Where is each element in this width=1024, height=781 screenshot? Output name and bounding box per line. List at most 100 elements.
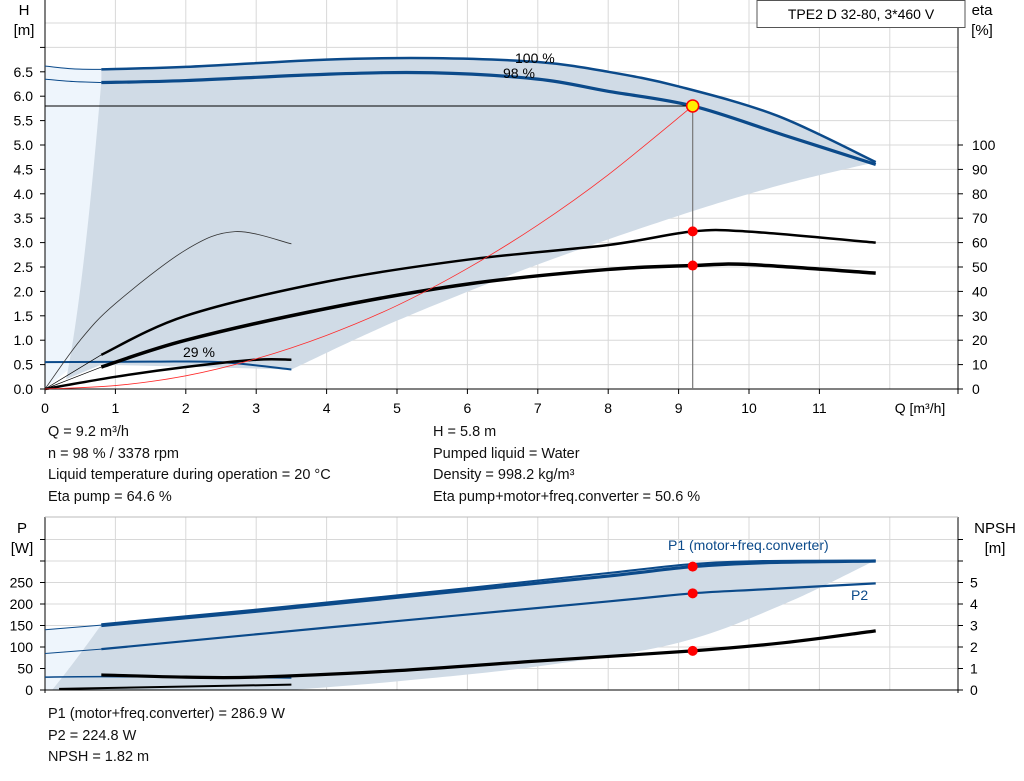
y-tick-label-right: 20 bbox=[972, 332, 988, 348]
efficiency-curve-low bbox=[44, 357, 292, 391]
y-axis-unit-right: [%] bbox=[971, 22, 993, 39]
title-box bbox=[756, 0, 966, 28]
npsh-curve bbox=[101, 629, 876, 680]
head-curve-100 bbox=[101, 56, 877, 164]
p2-curve bbox=[101, 582, 876, 651]
y-tick-label: 150 bbox=[10, 618, 34, 634]
x-tick-label: 0 bbox=[41, 400, 49, 416]
y-tick-label-right: 60 bbox=[972, 235, 988, 251]
y-tick-label-right: 2 bbox=[970, 639, 978, 655]
x-tick-label: 9 bbox=[675, 400, 683, 416]
head-value: H = 5.8 m bbox=[433, 424, 497, 440]
duty-point-p1 bbox=[687, 561, 698, 572]
duty-point-eta-total bbox=[687, 260, 698, 271]
y-tick-label-right: 10 bbox=[972, 357, 988, 373]
operating-range-light bbox=[45, 65, 102, 389]
efficiency-curve-min-speed bbox=[44, 231, 292, 390]
duty-point-npsh bbox=[687, 645, 698, 656]
title-text: TPE2 D 32-80, 3*460 V bbox=[788, 6, 935, 22]
duty-point-eta-pump bbox=[687, 226, 698, 237]
y-tick-label-right: 70 bbox=[972, 210, 988, 226]
x-tick-label: 7 bbox=[534, 400, 542, 416]
y-tick-label: 4.0 bbox=[14, 186, 34, 202]
y-tick-label-right: 80 bbox=[972, 186, 988, 202]
y-tick-label-right: 0 bbox=[972, 381, 980, 397]
x-tick-label: 6 bbox=[464, 400, 472, 416]
y-tick-label-right: 5 bbox=[970, 575, 978, 591]
y-tick-label: 100 bbox=[10, 639, 34, 655]
head-curve-98-extension bbox=[44, 78, 102, 84]
x-tick-label: 11 bbox=[812, 400, 827, 416]
y-tick-label: 6.5 bbox=[14, 64, 34, 80]
liquid-value: Pumped liquid = Water bbox=[433, 445, 580, 462]
npsh-curve-min-speed bbox=[59, 683, 292, 690]
x-tick-label: 5 bbox=[393, 400, 401, 416]
duty-point-marker bbox=[685, 99, 700, 113]
operating-range bbox=[52, 560, 876, 690]
system-curve bbox=[44, 105, 693, 390]
y-tick-label: 2.5 bbox=[14, 259, 34, 275]
head-curve-100-extension bbox=[44, 65, 102, 70]
y-tick-label: 4.5 bbox=[14, 161, 34, 177]
flow-value: Q = 9.2 m³/h bbox=[48, 424, 129, 440]
temperature-value: Liquid temperature during operation = 20… bbox=[48, 467, 331, 483]
y-axis-unit: [m] bbox=[14, 22, 35, 39]
x-axis-label: Q [m³/h] bbox=[895, 400, 946, 416]
x-tick-label: 8 bbox=[604, 400, 612, 416]
x-tick-label: 10 bbox=[741, 400, 757, 416]
y-tick-label-right: 0 bbox=[970, 682, 978, 698]
y-tick-label-right: 100 bbox=[972, 137, 996, 153]
operating-range-light bbox=[45, 624, 102, 690]
duty-point-p2 bbox=[687, 588, 698, 599]
p1-legend-label: P1 (motor+freq.converter) bbox=[668, 537, 829, 553]
p1-curve-extension bbox=[44, 624, 102, 631]
y-tick-label-right: 4 bbox=[970, 596, 978, 612]
info-upper-right: H = 5.8 m Pumped liquid = Water Density … bbox=[433, 422, 700, 508]
p2-curve-extension bbox=[44, 648, 102, 654]
curve-label-100: 100 % bbox=[515, 50, 555, 66]
y-tick-label: 0.5 bbox=[14, 357, 34, 373]
y-axis-label: P bbox=[17, 520, 27, 537]
y-tick-label: 6.0 bbox=[14, 88, 34, 104]
y-axis-label-right: eta bbox=[972, 2, 994, 19]
x-tick-label: 2 bbox=[182, 400, 190, 416]
y-tick-label: 250 bbox=[10, 575, 34, 591]
curve-label-98: 98 % bbox=[503, 65, 535, 81]
y-tick-label: 3.5 bbox=[14, 210, 34, 226]
y-tick-label: 1.0 bbox=[14, 332, 34, 348]
y-tick-label: 3.0 bbox=[14, 235, 34, 251]
density-value: Density = 998.2 kg/m³ bbox=[433, 467, 575, 483]
y-tick-label: 2.0 bbox=[14, 283, 34, 299]
eta-total-value: Eta pump+motor+freq.converter = 50.6 % bbox=[433, 488, 701, 505]
operating-range bbox=[66, 57, 876, 380]
p2-legend-label: P2 bbox=[851, 587, 868, 603]
info-upper-left: Q = 9.2 m³/h n = 98 % / 3378 rpm Liquid … bbox=[48, 422, 331, 508]
y-axis-label: H bbox=[19, 2, 30, 19]
y-tick-label: 5.0 bbox=[14, 137, 34, 153]
y-tick-label-right: 50 bbox=[972, 259, 988, 275]
y-tick-label: 5.5 bbox=[14, 113, 34, 129]
y-tick-label-right: 30 bbox=[972, 308, 988, 324]
curve-label-29: 29 % bbox=[183, 344, 215, 360]
info-lower: P1 (motor+freq.converter) = 286.9 W P2 =… bbox=[48, 704, 285, 769]
speed-value: n = 98 % / 3378 rpm bbox=[48, 445, 179, 462]
efficiency-curve-pump bbox=[100, 228, 876, 356]
p1-value: P1 (motor+freq.converter) = 286.9 W bbox=[48, 706, 285, 722]
efficiency-curve-total bbox=[100, 262, 876, 369]
p2-value: P2 = 224.8 W bbox=[48, 727, 137, 744]
npsh-value: NPSH = 1.82 m bbox=[48, 749, 150, 765]
y-tick-label-right: 40 bbox=[972, 283, 988, 299]
y-tick-label-right: 3 bbox=[970, 618, 978, 634]
y-tick-label: 0.0 bbox=[14, 381, 34, 397]
y-axis-unit-right: [m] bbox=[985, 540, 1006, 557]
x-tick-label: 3 bbox=[252, 400, 260, 416]
y-tick-label: 200 bbox=[10, 596, 34, 612]
y-axis-label-right: NPSH bbox=[974, 520, 1016, 537]
y-tick-label: 0 bbox=[25, 682, 33, 698]
x-tick-label: 1 bbox=[112, 400, 120, 416]
p1-curve bbox=[101, 559, 876, 628]
y-tick-label: 50 bbox=[17, 661, 33, 677]
p1-curve-100 bbox=[101, 559, 876, 626]
y-axis-unit: [W] bbox=[11, 540, 34, 557]
